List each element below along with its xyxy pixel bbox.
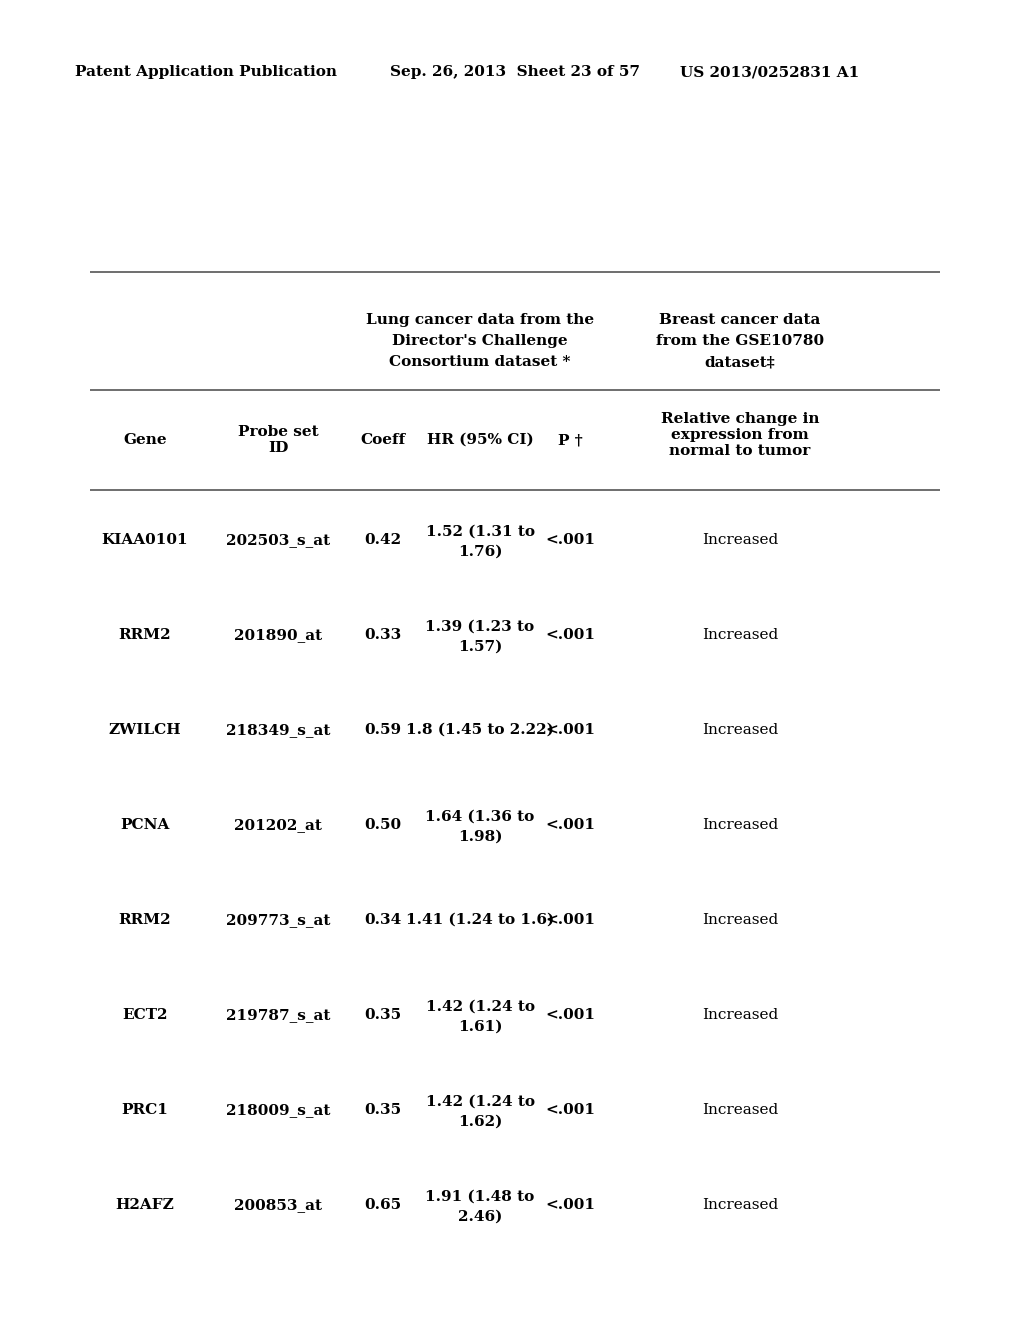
Text: from the GSE10780: from the GSE10780 xyxy=(656,334,824,348)
Text: 1.42 (1.24 to: 1.42 (1.24 to xyxy=(426,1001,535,1014)
Text: 2.46): 2.46) xyxy=(458,1210,502,1224)
Text: 201202_at: 201202_at xyxy=(234,818,322,832)
Text: 1.98): 1.98) xyxy=(458,830,502,843)
Text: Increased: Increased xyxy=(701,1008,778,1022)
Text: P †: P † xyxy=(558,433,583,447)
Text: 1.41 (1.24 to 1.6): 1.41 (1.24 to 1.6) xyxy=(406,913,554,927)
Text: <.001: <.001 xyxy=(545,818,595,832)
Text: 1.57): 1.57) xyxy=(458,640,502,653)
Text: Probe set
ID: Probe set ID xyxy=(238,425,318,455)
Text: 1.52 (1.31 to: 1.52 (1.31 to xyxy=(426,525,535,539)
Text: 0.42: 0.42 xyxy=(365,533,401,546)
Text: 1.91 (1.48 to: 1.91 (1.48 to xyxy=(425,1191,535,1204)
Text: 201890_at: 201890_at xyxy=(233,628,323,642)
Text: PCNA: PCNA xyxy=(120,818,170,832)
Text: 200853_at: 200853_at xyxy=(234,1199,322,1212)
Text: Increased: Increased xyxy=(701,628,778,642)
Text: 218009_s_at: 218009_s_at xyxy=(226,1104,330,1117)
Text: 202503_s_at: 202503_s_at xyxy=(226,533,330,546)
Text: Sep. 26, 2013  Sheet 23 of 57: Sep. 26, 2013 Sheet 23 of 57 xyxy=(390,65,640,79)
Text: US 2013/0252831 A1: US 2013/0252831 A1 xyxy=(680,65,859,79)
Text: 1.8 (1.45 to 2.22): 1.8 (1.45 to 2.22) xyxy=(407,723,554,737)
Text: <.001: <.001 xyxy=(545,723,595,737)
Text: 218349_s_at: 218349_s_at xyxy=(226,723,330,737)
Text: 0.50: 0.50 xyxy=(365,818,401,832)
Text: Patent Application Publication: Patent Application Publication xyxy=(75,65,337,79)
Text: <.001: <.001 xyxy=(545,1199,595,1212)
Text: 0.59: 0.59 xyxy=(365,723,401,737)
Text: RRM2: RRM2 xyxy=(119,628,171,642)
Text: 1.39 (1.23 to: 1.39 (1.23 to xyxy=(425,620,535,634)
Text: KIAA0101: KIAA0101 xyxy=(101,533,188,546)
Text: 219787_s_at: 219787_s_at xyxy=(226,1008,330,1022)
Text: 1.61): 1.61) xyxy=(458,1020,502,1034)
Text: 0.34: 0.34 xyxy=(365,913,401,927)
Text: Coeff: Coeff xyxy=(360,433,406,447)
Text: ZWILCH: ZWILCH xyxy=(109,723,181,737)
Text: Breast cancer data: Breast cancer data xyxy=(659,313,820,327)
Text: Increased: Increased xyxy=(701,1104,778,1117)
Text: Increased: Increased xyxy=(701,818,778,832)
Text: Lung cancer data from the: Lung cancer data from the xyxy=(366,313,594,327)
Text: 1.42 (1.24 to: 1.42 (1.24 to xyxy=(426,1096,535,1109)
Text: 209773_s_at: 209773_s_at xyxy=(226,913,330,927)
Text: Gene: Gene xyxy=(123,433,167,447)
Text: 0.35: 0.35 xyxy=(365,1008,401,1022)
Text: H2AFZ: H2AFZ xyxy=(116,1199,174,1212)
Text: 1.64 (1.36 to: 1.64 (1.36 to xyxy=(425,810,535,824)
Text: 1.76): 1.76) xyxy=(458,545,502,558)
Text: <.001: <.001 xyxy=(545,1104,595,1117)
Text: 0.35: 0.35 xyxy=(365,1104,401,1117)
Text: <.001: <.001 xyxy=(545,533,595,546)
Text: Consortium dataset *: Consortium dataset * xyxy=(389,355,570,370)
Text: 0.65: 0.65 xyxy=(365,1199,401,1212)
Text: <.001: <.001 xyxy=(545,628,595,642)
Text: HR (95% CI): HR (95% CI) xyxy=(427,433,534,447)
Text: <.001: <.001 xyxy=(545,1008,595,1022)
Text: PRC1: PRC1 xyxy=(122,1104,168,1117)
Text: dataset‡: dataset‡ xyxy=(705,355,775,370)
Text: Relative change in
expression from
normal to tumor: Relative change in expression from norma… xyxy=(660,412,819,458)
Text: Increased: Increased xyxy=(701,723,778,737)
Text: RRM2: RRM2 xyxy=(119,913,171,927)
Text: 0.33: 0.33 xyxy=(365,628,401,642)
Text: ECT2: ECT2 xyxy=(122,1008,168,1022)
Text: Increased: Increased xyxy=(701,1199,778,1212)
Text: <.001: <.001 xyxy=(545,913,595,927)
Text: Director's Challenge: Director's Challenge xyxy=(392,334,568,348)
Text: Increased: Increased xyxy=(701,913,778,927)
Text: Increased: Increased xyxy=(701,533,778,546)
Text: 1.62): 1.62) xyxy=(458,1115,502,1129)
